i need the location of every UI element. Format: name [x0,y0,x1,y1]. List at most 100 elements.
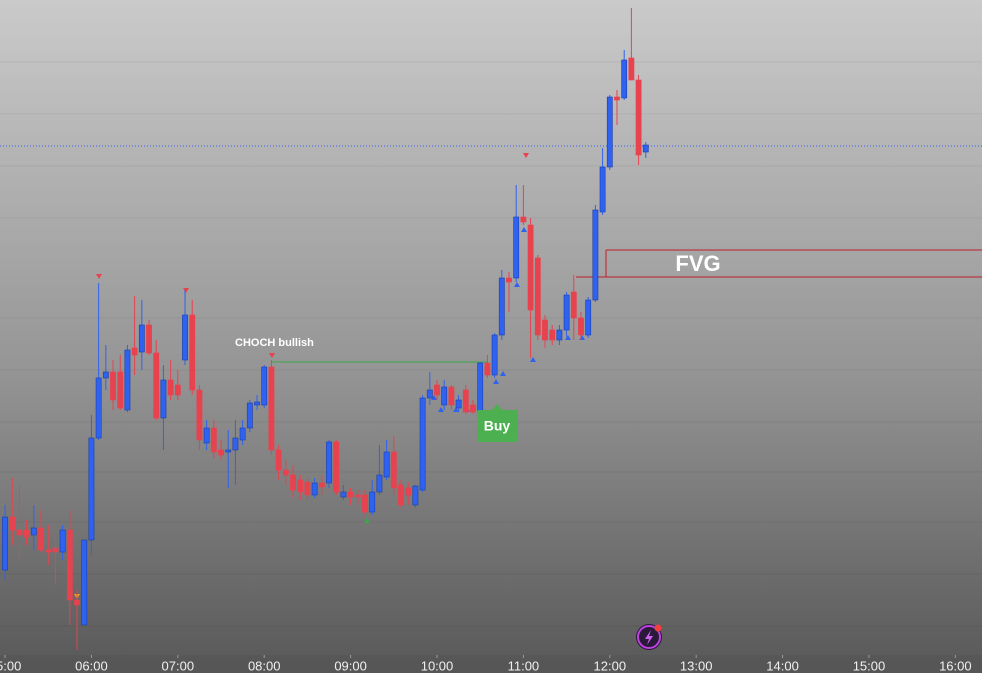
choch-label: CHOCH bullish [235,337,314,349]
x-tick-label: 07:00 [162,658,195,673]
candle-body [506,277,512,283]
candle-body [138,324,145,353]
candle-body [246,402,253,429]
candle-body [261,366,268,406]
candle-body [549,329,556,341]
candle-body [606,96,613,168]
candle-body [513,216,520,279]
candle-body [66,529,73,601]
candle-body [570,291,577,319]
candle-body [419,397,426,491]
candle-body [318,482,325,488]
buy-signal [477,404,518,442]
x-tick-label: 16:00 [939,658,972,673]
candle-body [578,317,584,336]
candle-body [614,96,620,101]
candle-body [232,437,239,451]
candle-body [196,389,203,441]
candles [2,8,649,650]
candle-body [542,319,548,341]
candle-body [340,491,347,498]
candle-body [225,449,232,453]
candle-body [304,481,311,496]
candle-body [534,257,541,336]
candle-body [9,516,16,531]
fvg-label: FVG [675,251,720,276]
candle-body [203,427,210,444]
candle-body [23,529,30,538]
candle-body [635,79,642,156]
candle-body [167,379,174,396]
candle-body [434,384,440,396]
candle-body [131,347,138,356]
candle-body [362,494,368,513]
x-tick-label: 09:00 [334,658,367,673]
candle-body [491,334,498,376]
candle-body [124,349,131,411]
x-tick-label: 08:00 [248,658,281,673]
candle-body [383,451,390,478]
candle-body [398,484,404,506]
candle-body [477,362,484,413]
candle-body [585,299,592,336]
x-tick-label: 15:00 [853,658,886,673]
candle-body [426,389,433,399]
candle-body [52,547,59,553]
time-axis [0,655,982,673]
x-tick-label: 12:00 [594,658,627,673]
candle-body [160,379,167,419]
x-tick-label: 06:00 [75,658,108,673]
candle-body [297,479,304,493]
candle-body [462,389,469,413]
candle-body [405,487,412,496]
candle-body [599,166,606,213]
candle-body [146,324,152,354]
candle-body [174,384,181,396]
candle-body [628,57,635,81]
candle-body [527,224,534,311]
candle-body [484,362,491,376]
candle-body [563,294,570,331]
x-tick-label: 14:00 [766,658,799,673]
candle-body [333,441,340,493]
candle-body [254,401,260,406]
candle-body [102,371,109,379]
grid [0,61,982,627]
x-tick-label: 05:00 [0,658,21,673]
candle-body [455,399,462,409]
candle-body [74,599,80,606]
candle-body [38,527,44,551]
candle-body [498,277,505,336]
candle-body [470,404,476,413]
candle-body [218,449,224,456]
x-axis: 05:00 06:00 07:00 08:00 09:00 10:00 11:00 12:00… [0,655,972,673]
candle-body [290,474,296,491]
x-tick-label: 11:00 [508,658,540,673]
buy-label: Buy [484,418,511,434]
x-tick-label: 13:00 [680,658,713,673]
candle-body [189,314,196,391]
candle-body [45,549,52,553]
candle-body [621,59,628,99]
candle-body [95,377,102,439]
candle-body [412,485,419,506]
candle-body [448,386,455,406]
candle-body [275,449,282,471]
candle-body [88,437,95,541]
x-tick-label: 10:00 [421,658,454,673]
candle-body [369,491,376,513]
candle-body [326,441,332,484]
candle-body [592,209,599,301]
candle-body [556,329,563,341]
candle-body [642,144,649,153]
candle-body [268,366,275,451]
markers [74,153,585,599]
candle-body [117,371,124,409]
candle-body [441,386,448,406]
candle-body [16,529,23,536]
candle-body [376,474,383,493]
candle-body [30,527,37,536]
